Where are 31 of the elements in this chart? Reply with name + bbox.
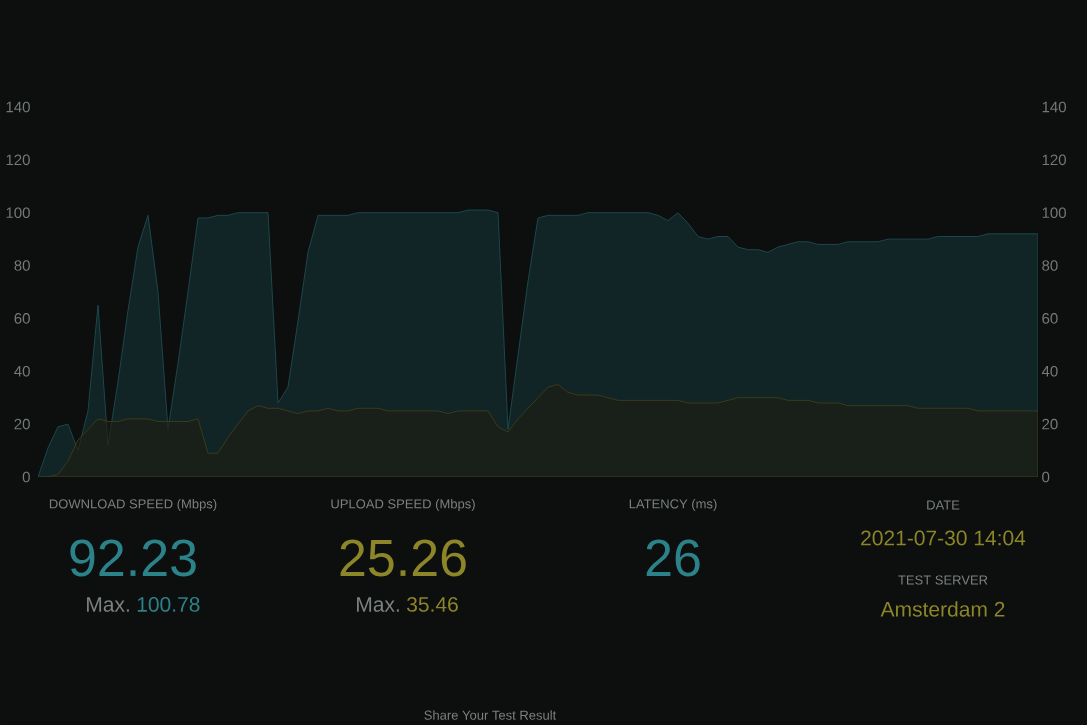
text: Share Your Test Result [424, 710, 557, 720]
y-tick-label: 20 [14, 418, 30, 430]
text: Max. [87, 597, 129, 612]
y2-tick-label: 80 [1042, 260, 1058, 271]
y-tick-label: 60 [14, 313, 30, 324]
text: UPLOAD SPEED (Mbps) [331, 498, 475, 512]
y-tick-label: 0 [22, 471, 30, 483]
text: Amsterdam 2 [880, 601, 1005, 617]
y2-tick-label: 100 [1042, 207, 1066, 219]
y-tick-label: 120 [6, 154, 30, 166]
y-tick-label: 140 [6, 101, 30, 113]
y2-tick-label: 120 [1042, 154, 1066, 166]
text: Max. [357, 597, 399, 612]
y-tick-label: 40 [14, 365, 30, 377]
y-tick-label: 80 [14, 260, 30, 271]
text: 92.23 [70, 539, 196, 577]
text: 25.26 [340, 539, 466, 577]
y-tick-label: 100 [6, 207, 30, 219]
text: DATE [927, 500, 960, 510]
y2-tick-label: 140 [1042, 101, 1066, 113]
text: TEST SERVER [898, 575, 988, 585]
y2-tick-label: 40 [1041, 365, 1058, 377]
text: 2021-07-30 14:04 [861, 530, 1026, 546]
text: LATENCY (ms) [629, 498, 717, 512]
y2-tick-label: 60 [1042, 313, 1058, 324]
text: 35.46 [407, 596, 458, 612]
text: 100.78 [137, 596, 200, 612]
y2-tick-label: 20 [1042, 418, 1058, 430]
text: 26 [646, 539, 700, 577]
y2-tick-label: 0 [1042, 471, 1050, 483]
text: DOWNLOAD SPEED (Mbps) [49, 498, 217, 512]
